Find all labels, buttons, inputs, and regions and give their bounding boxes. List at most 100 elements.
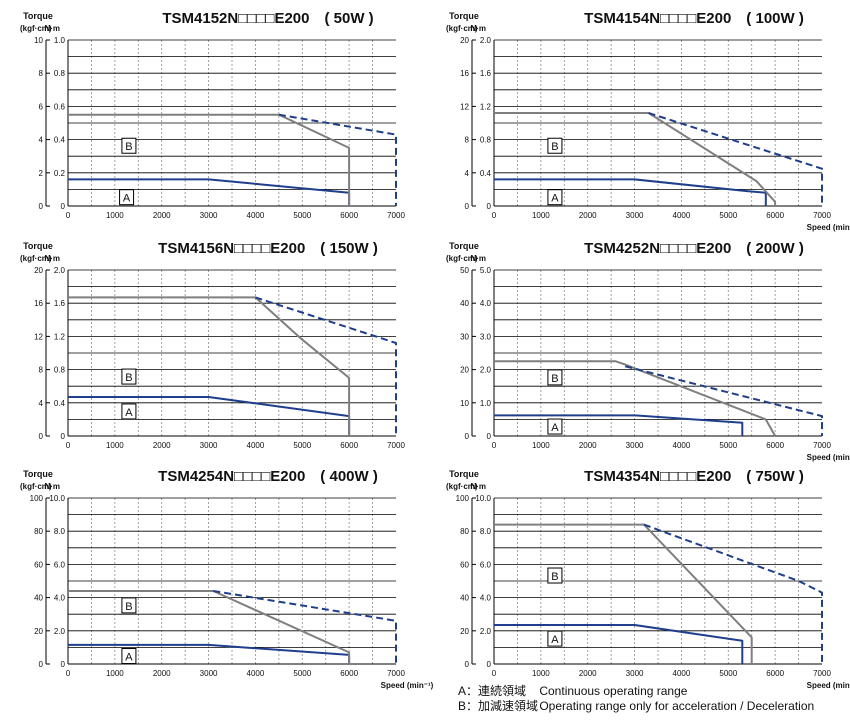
y-tick-nm: 0.6 <box>54 102 66 111</box>
region-a-box <box>119 189 135 206</box>
series-b-dashed <box>213 590 397 664</box>
x-tick: 2000 <box>153 211 171 220</box>
x-tick: 0 <box>66 211 71 220</box>
y-tick-nm: 0 <box>487 202 492 211</box>
x-tick: 5000 <box>293 441 311 450</box>
x-tick: 3000 <box>200 669 218 678</box>
y-tick-nm: 6.0 <box>480 560 492 569</box>
legend-row-b: B：加減速領域 Operating range only for acceler… <box>458 699 814 714</box>
y-unit-kgf: (kgf·cm) <box>446 24 478 33</box>
x-tick: 3000 <box>626 669 644 678</box>
region-b-label: B <box>125 141 132 153</box>
y-tick-nm: 3.0 <box>480 332 492 341</box>
y-tick-nm: 2.0 <box>480 36 492 45</box>
y-tick-kgf: 8 <box>465 136 470 145</box>
chart-panel-3: TSM4156N□□□□E200 ( 150W ) Torque (kgf·cm)N… <box>20 240 405 450</box>
y-tick-kgf: 20 <box>460 366 469 375</box>
x-tick: 4000 <box>247 669 265 678</box>
region-b-box <box>121 368 137 385</box>
region-a-label: A <box>551 634 559 646</box>
region-a-label: A <box>125 407 133 419</box>
y-tick-nm: 0.4 <box>54 399 66 408</box>
x-axis-label: Speed (min⁻¹) <box>807 223 850 232</box>
y-tick-kgf: 0 <box>39 660 44 669</box>
region-a-label: A <box>551 422 559 434</box>
y-tick-nm: 0.8 <box>54 366 66 375</box>
y-tick-nm: 0 <box>61 660 66 669</box>
y-tick-nm: 1.6 <box>54 299 66 308</box>
y-tick-kgf: 40 <box>460 594 469 603</box>
y-tick-kgf: 4 <box>39 399 44 408</box>
y-tick-nm: 2.0 <box>54 627 66 636</box>
y-tick-nm: 2.0 <box>54 266 66 275</box>
x-tick: 6000 <box>340 441 358 450</box>
series-a <box>494 624 744 664</box>
x-axis-label: Speed (min⁻¹) <box>807 681 850 690</box>
x-tick: 4000 <box>673 211 691 220</box>
series-a <box>494 414 744 436</box>
series-a <box>494 178 767 206</box>
y-tick-nm: 1.2 <box>54 332 66 341</box>
y-tick-kgf: 8 <box>39 366 44 375</box>
legend: A：連続領域 Continuous operating range B：加減速領… <box>458 684 814 714</box>
y-tick-kgf: 16 <box>460 69 469 78</box>
y-tick-nm: 0.8 <box>54 69 66 78</box>
region-b-label: B <box>551 373 558 385</box>
series-b <box>68 590 351 664</box>
x-tick: 4000 <box>247 211 265 220</box>
y-tick-kgf: 20 <box>460 36 469 45</box>
x-tick: 2000 <box>579 669 597 678</box>
chart-title: TSM4254N□□□□E200 ( 400W ) <box>158 468 378 485</box>
y-axis-label: Torque <box>23 11 53 21</box>
x-tick: 1000 <box>532 669 550 678</box>
y-unit-nm: N·m <box>44 24 60 33</box>
x-tick: 7000 <box>813 441 831 450</box>
chart-panel-6: TSM4354N□□□□E200 ( 750W ) Torque (kgf·cm)N… <box>446 468 850 690</box>
series-b-dashed <box>624 365 823 436</box>
region-a-box <box>547 418 563 435</box>
x-tick: 1000 <box>532 441 550 450</box>
y-tick-nm: 6.0 <box>54 560 66 569</box>
y-tick-kgf: 12 <box>460 102 469 111</box>
y-tick-kgf: 0 <box>39 432 44 441</box>
region-a-box <box>121 648 137 665</box>
y-tick-kgf: 100 <box>456 494 470 503</box>
y-tick-nm: 1.0 <box>480 399 492 408</box>
y-tick-kgf: 10 <box>34 36 43 45</box>
y-tick-kgf: 20 <box>460 627 469 636</box>
region-b-box <box>121 597 137 614</box>
y-tick-nm: 8.0 <box>480 527 492 536</box>
y-tick-kgf: 20 <box>34 627 43 636</box>
x-tick: 3000 <box>200 441 218 450</box>
y-tick-nm: 1.6 <box>480 69 492 78</box>
chart-title: TSM4152N□□□□E200 ( 50W ) <box>162 10 373 27</box>
y-tick-kgf: 50 <box>460 266 469 275</box>
x-tick: 5000 <box>293 211 311 220</box>
y-tick-kgf: 80 <box>460 527 469 536</box>
region-b-box <box>547 137 563 154</box>
x-tick: 6000 <box>766 669 784 678</box>
y-unit-nm: N·m <box>470 482 486 491</box>
y-tick-kgf: 10 <box>460 399 469 408</box>
x-tick: 5000 <box>719 669 737 678</box>
x-tick: 4000 <box>673 669 691 678</box>
region-b-label: B <box>125 372 132 384</box>
y-tick-nm: 10.0 <box>475 494 491 503</box>
x-tick: 3000 <box>200 211 218 220</box>
chart-title: TSM4252N□□□□E200 ( 200W ) <box>584 240 804 257</box>
y-tick-nm: 1.2 <box>480 102 492 111</box>
chart-title: TSM4156N□□□□E200 ( 150W ) <box>158 240 378 257</box>
y-tick-nm: 0.8 <box>480 136 492 145</box>
x-tick: 2000 <box>579 441 597 450</box>
x-tick: 7000 <box>387 211 405 220</box>
legend-a-key: A：連続領域 <box>458 684 527 698</box>
y-tick-nm: 4.0 <box>480 594 492 603</box>
series-b <box>68 296 351 436</box>
x-tick: 0 <box>492 669 497 678</box>
series-b-dashed <box>278 113 397 206</box>
y-unit-nm: N·m <box>44 254 60 263</box>
x-tick: 6000 <box>766 211 784 220</box>
x-tick: 0 <box>492 211 497 220</box>
x-tick: 6000 <box>766 441 784 450</box>
y-axis-label: Torque <box>449 11 479 21</box>
